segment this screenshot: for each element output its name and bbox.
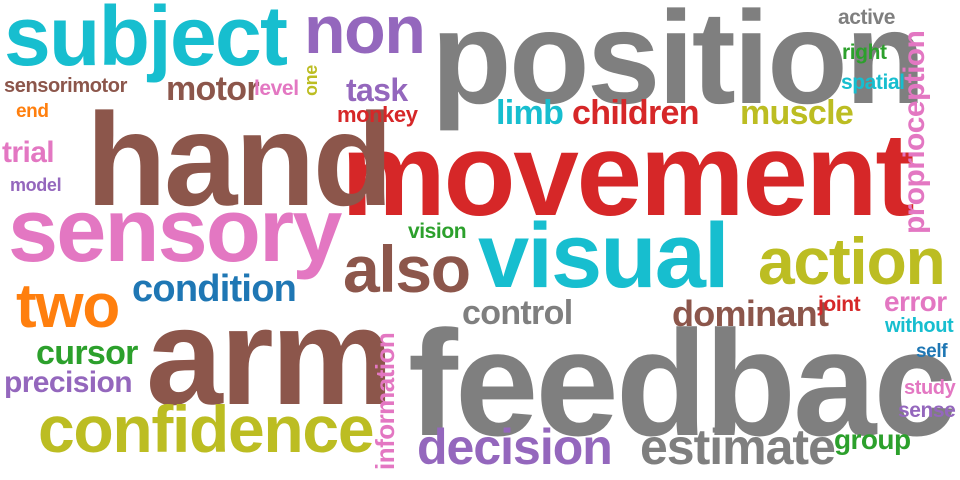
- word-two: two: [16, 272, 120, 341]
- word-also: also: [343, 232, 471, 306]
- word-control: control: [462, 294, 573, 332]
- word-vision: vision: [408, 220, 467, 243]
- word-position: position: [431, 0, 926, 131]
- word-muscle: muscle: [740, 94, 854, 132]
- word-task: task: [346, 72, 408, 108]
- word-joint: joint: [818, 293, 861, 316]
- word-level: level: [254, 77, 299, 100]
- word-monkey: monkey: [337, 102, 418, 127]
- word-information: information: [370, 332, 400, 470]
- word-non: non: [304, 0, 426, 68]
- word-one: one: [301, 65, 321, 96]
- word-group: group: [834, 424, 911, 455]
- word-right: right: [842, 41, 887, 64]
- word-feedback: feedback: [408, 299, 960, 467]
- word-subject: subject: [4, 0, 288, 83]
- word-children: children: [572, 94, 699, 132]
- word-error: error: [884, 286, 947, 317]
- word-action: action: [758, 224, 946, 298]
- word-estimate: estimate: [640, 419, 836, 475]
- word-end: end: [16, 101, 49, 122]
- word-sensorimotor: sensorimotor: [4, 75, 128, 97]
- word-cursor: cursor: [36, 334, 138, 372]
- word-motor: motor: [166, 70, 260, 108]
- word-arm: arm: [146, 280, 394, 434]
- word-sensory: sensory: [8, 181, 342, 281]
- word-precision: precision: [4, 366, 133, 399]
- word-hand: hand: [86, 86, 393, 233]
- word-confidence: confidence: [38, 392, 375, 466]
- word-condition: condition: [132, 268, 297, 310]
- word-study: study: [904, 377, 956, 399]
- word-without: without: [885, 315, 954, 337]
- word-sense: sense: [898, 399, 956, 422]
- word-spatial: spatial: [841, 71, 905, 94]
- word-dominant: dominant: [672, 293, 829, 334]
- word-visual: visual: [478, 205, 730, 307]
- word-proprioception: proprioception: [898, 30, 931, 234]
- word-self: self: [916, 341, 948, 362]
- word-active: active: [838, 6, 896, 29]
- word-model: model: [10, 175, 62, 195]
- word-decision: decision: [417, 419, 613, 475]
- word-movement: movement: [341, 109, 915, 241]
- word-trial: trial: [2, 136, 55, 169]
- word-limb: limb: [496, 94, 564, 132]
